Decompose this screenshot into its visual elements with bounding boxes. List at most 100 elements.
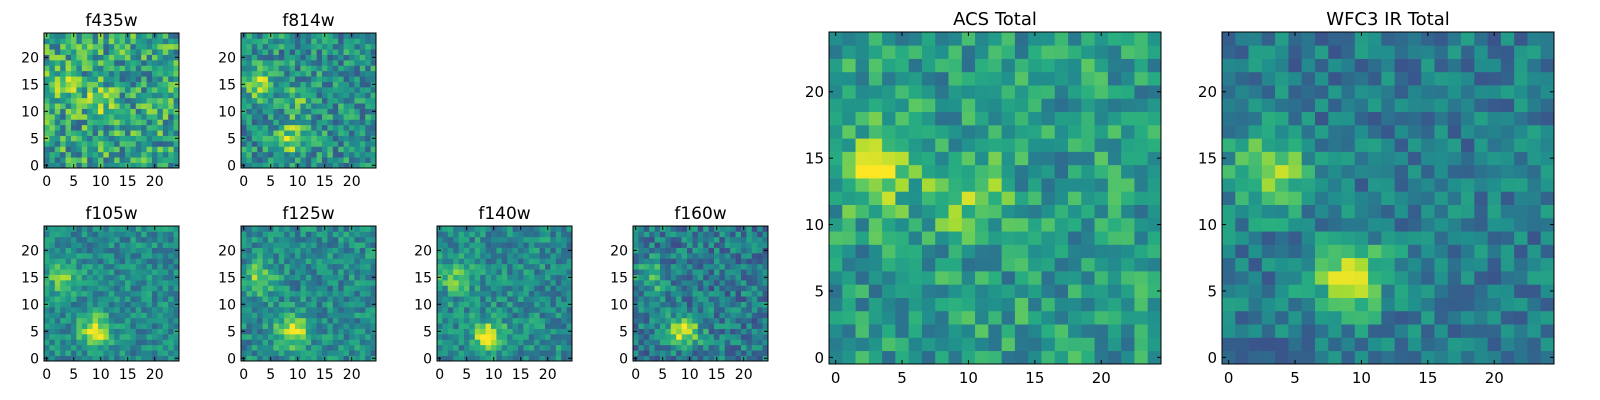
heatmap-cell bbox=[474, 253, 481, 259]
heatmap-cell bbox=[125, 157, 131, 163]
heatmap-cell bbox=[365, 87, 371, 93]
heatmap-cell bbox=[485, 317, 492, 324]
heatmap-cell bbox=[1314, 204, 1329, 219]
heatmap-cell bbox=[81, 317, 88, 324]
heatmap-cell bbox=[157, 350, 164, 356]
heatmap-cell bbox=[649, 253, 655, 259]
heatmap-cell bbox=[566, 307, 573, 313]
heatmap-cell bbox=[534, 350, 540, 356]
heatmap-cell bbox=[735, 253, 742, 259]
heatmap-cell bbox=[868, 244, 883, 259]
heatmap-cell bbox=[692, 263, 699, 270]
heatmap-cell bbox=[1381, 164, 1395, 179]
heatmap-cell bbox=[162, 38, 169, 45]
heatmap-cell bbox=[92, 339, 99, 346]
heatmap-cell bbox=[507, 323, 513, 329]
heatmap-cell bbox=[741, 350, 747, 356]
heatmap-cell bbox=[555, 242, 562, 248]
heatmap-cell bbox=[895, 98, 910, 113]
heatmap-cell bbox=[278, 146, 285, 153]
heatmap-cell bbox=[703, 236, 709, 243]
x-tick-label: 15 bbox=[512, 367, 530, 383]
heatmap-cell bbox=[130, 242, 137, 248]
heatmap-cell bbox=[370, 157, 377, 163]
heatmap-cell bbox=[638, 307, 645, 313]
heatmap-cell bbox=[146, 307, 153, 313]
heatmap-cell bbox=[708, 280, 715, 286]
heatmap-cell bbox=[719, 301, 726, 308]
heatmap-cell bbox=[87, 157, 93, 163]
heatmap-cell bbox=[868, 204, 883, 219]
heatmap-cell bbox=[141, 280, 147, 286]
heatmap-cell bbox=[262, 87, 269, 93]
heatmap-cell bbox=[528, 339, 535, 346]
heatmap-cell bbox=[518, 269, 524, 275]
heatmap-cell bbox=[512, 269, 519, 275]
heatmap-cell bbox=[988, 244, 1002, 259]
heatmap-cell bbox=[528, 307, 535, 313]
heatmap-cell bbox=[311, 141, 317, 147]
heatmap-cell bbox=[316, 157, 323, 163]
heatmap-cell bbox=[842, 257, 856, 272]
heatmap-cell bbox=[251, 290, 258, 297]
heatmap-cell bbox=[60, 328, 66, 335]
heatmap-cell bbox=[262, 108, 269, 115]
heatmap-cell bbox=[1368, 271, 1382, 285]
heatmap-cell bbox=[458, 258, 465, 265]
heatmap-cell bbox=[311, 269, 317, 275]
heatmap-cell bbox=[71, 54, 77, 61]
heatmap-cell bbox=[92, 54, 99, 61]
heatmap-cell bbox=[518, 301, 524, 308]
heatmap-cell bbox=[1028, 151, 1042, 166]
heatmap-cell bbox=[98, 231, 104, 238]
heatmap-cell bbox=[146, 60, 153, 66]
heatmap-cell bbox=[442, 317, 449, 324]
heatmap-cell bbox=[289, 162, 296, 169]
heatmap-cell bbox=[262, 269, 269, 275]
heatmap-cell bbox=[1068, 191, 1082, 205]
heatmap-cell bbox=[71, 157, 77, 163]
heatmap-cell bbox=[1314, 337, 1329, 352]
heatmap-cell bbox=[1540, 350, 1555, 365]
heatmap-cell bbox=[173, 60, 180, 66]
heatmap-cell bbox=[370, 253, 377, 259]
heatmap-cell bbox=[54, 317, 61, 324]
heatmap-cell bbox=[338, 43, 344, 50]
heatmap-cell bbox=[141, 157, 147, 163]
heatmap-cell bbox=[751, 226, 758, 232]
heatmap-cell bbox=[114, 307, 120, 313]
heatmap-cell bbox=[1147, 231, 1162, 245]
y-tick-label: 15 bbox=[610, 270, 628, 286]
heatmap-cell bbox=[289, 103, 296, 109]
heatmap-cell bbox=[469, 280, 476, 286]
x-tick-label: 0 bbox=[631, 367, 640, 383]
heatmap-cell bbox=[975, 337, 989, 352]
heatmap-cell bbox=[512, 274, 519, 281]
heatmap-cell bbox=[555, 307, 562, 313]
heatmap-cell bbox=[692, 296, 699, 302]
heatmap-cell bbox=[359, 81, 366, 88]
heatmap-cell bbox=[125, 285, 131, 292]
heatmap-cell bbox=[173, 92, 180, 99]
heatmap-cell bbox=[125, 70, 131, 77]
heatmap-cell bbox=[501, 328, 508, 335]
heatmap-cell bbox=[1514, 271, 1528, 285]
heatmap-cell bbox=[359, 231, 366, 238]
heatmap-cell bbox=[1500, 310, 1515, 325]
heatmap-cell bbox=[284, 76, 290, 82]
heatmap-cell bbox=[311, 151, 317, 158]
heatmap-cell bbox=[908, 58, 923, 73]
heatmap-cell bbox=[168, 157, 174, 163]
heatmap-cell bbox=[496, 258, 503, 265]
heatmap-cell bbox=[300, 274, 307, 281]
heatmap-cell bbox=[284, 236, 290, 243]
heatmap-cell bbox=[332, 108, 339, 115]
heatmap-cell bbox=[1314, 271, 1329, 285]
heatmap-cell bbox=[365, 236, 371, 243]
heatmap-cell bbox=[305, 92, 312, 99]
heatmap-cell bbox=[295, 247, 301, 254]
heatmap-cell bbox=[692, 269, 699, 275]
heatmap-cell bbox=[268, 253, 274, 259]
heatmap-cell bbox=[491, 344, 497, 351]
heatmap-cell bbox=[146, 344, 153, 351]
